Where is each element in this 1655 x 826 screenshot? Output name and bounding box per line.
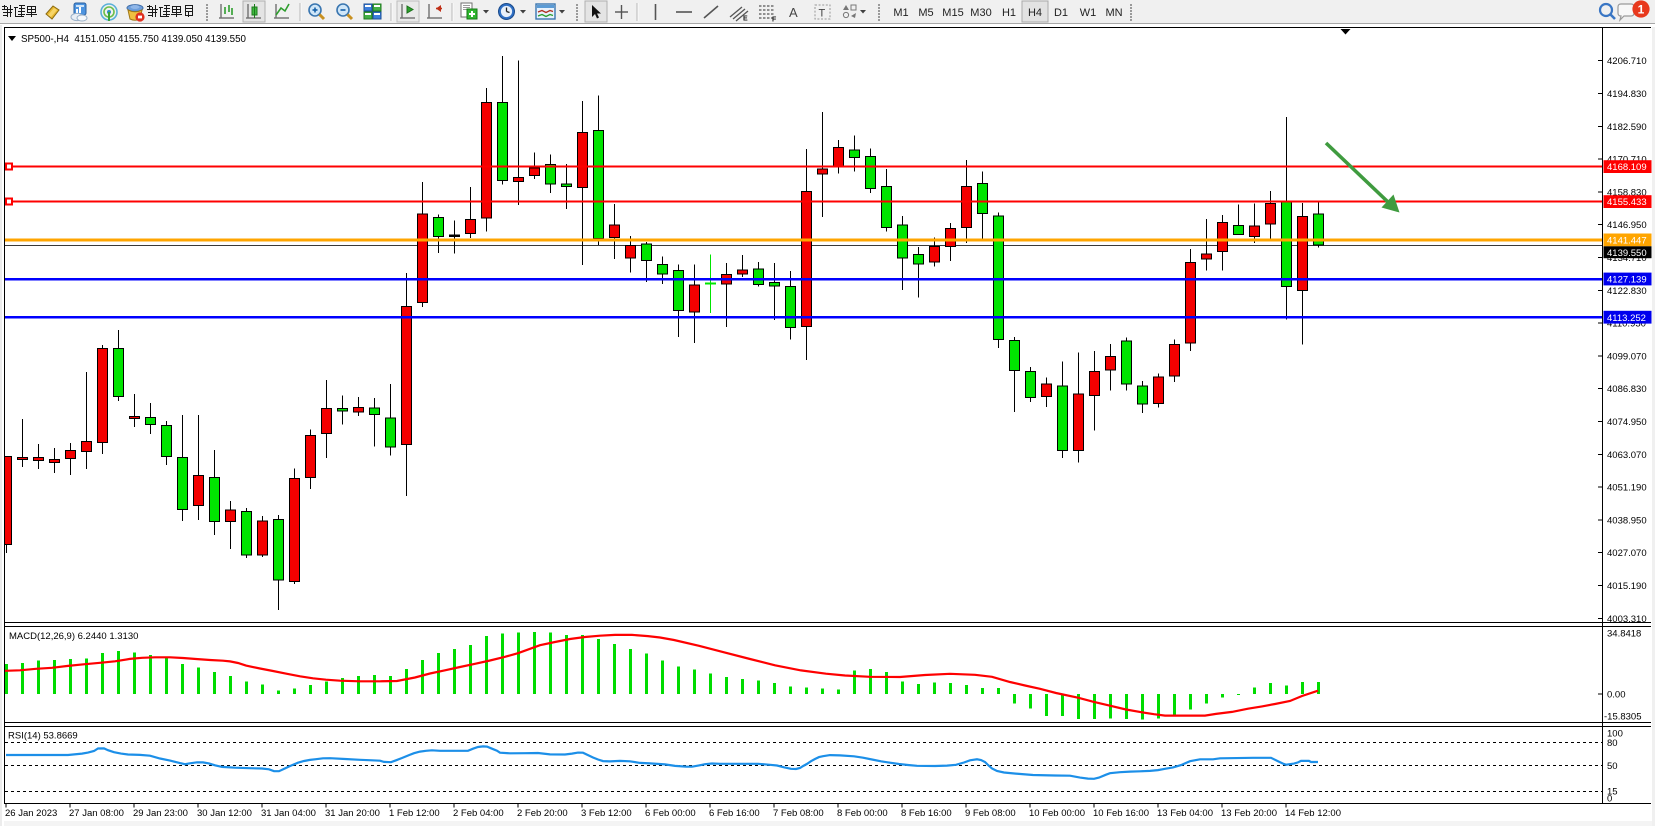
svg-text:3 Feb 12:00: 3 Feb 12:00: [581, 808, 632, 819]
svg-text:26 Jan 2023: 26 Jan 2023: [5, 808, 57, 819]
svg-text:10 Feb 00:00: 10 Feb 00:00: [1029, 808, 1085, 819]
svg-text:4027.070: 4027.070: [1607, 548, 1647, 559]
svg-text:6 Feb 00:00: 6 Feb 00:00: [645, 808, 696, 819]
svg-text:M30: M30: [970, 7, 991, 19]
svg-text:10 Feb 16:00: 10 Feb 16:00: [1093, 808, 1149, 819]
svg-text:4122.830: 4122.830: [1607, 286, 1647, 297]
svg-text:7 Feb 08:00: 7 Feb 08:00: [773, 808, 824, 819]
svg-text:D1: D1: [1054, 7, 1068, 19]
svg-text:9 Feb 08:00: 9 Feb 08:00: [965, 808, 1016, 819]
svg-text:31 Jan 04:00: 31 Jan 04:00: [261, 808, 316, 819]
svg-text:4038.950: 4038.950: [1607, 515, 1647, 526]
svg-text:8 Feb 16:00: 8 Feb 16:00: [901, 808, 952, 819]
svg-text:SP500-,H4 4151.050 4155.750 4: SP500-,H4 4151.050 4155.750 4139.050 413…: [21, 34, 247, 45]
svg-text:13 Feb 20:00: 13 Feb 20:00: [1221, 808, 1277, 819]
svg-text:2 Feb 20:00: 2 Feb 20:00: [517, 808, 568, 819]
svg-text:8 Feb 00:00: 8 Feb 00:00: [837, 808, 888, 819]
svg-text:4113.252: 4113.252: [1607, 313, 1646, 324]
svg-text:0.00: 0.00: [1607, 690, 1626, 701]
svg-text:T: T: [819, 8, 826, 20]
svg-text:4051.190: 4051.190: [1607, 483, 1647, 494]
svg-text:1 Feb 12:00: 1 Feb 12:00: [389, 808, 440, 819]
svg-text:4206.710: 4206.710: [1607, 56, 1647, 67]
svg-text:4099.070: 4099.070: [1607, 351, 1647, 362]
svg-text:-15.8305: -15.8305: [1604, 712, 1642, 723]
svg-text:4127.139: 4127.139: [1607, 275, 1647, 286]
svg-text:H1: H1: [1002, 7, 1016, 19]
svg-text:H4: H4: [1028, 7, 1042, 19]
svg-text:MACD(12,26,9) 6.2440 1.3130: MACD(12,26,9) 6.2440 1.3130: [9, 631, 138, 642]
svg-text:F: F: [772, 17, 777, 24]
svg-text:M1: M1: [893, 7, 908, 19]
svg-text:A: A: [789, 5, 798, 20]
svg-text:4074.950: 4074.950: [1607, 417, 1647, 428]
svg-text:13 Feb 04:00: 13 Feb 04:00: [1157, 808, 1213, 819]
svg-text:14 Feb 12:00: 14 Feb 12:00: [1285, 808, 1341, 819]
svg-text:80: 80: [1607, 738, 1618, 749]
svg-text:4146.950: 4146.950: [1607, 220, 1647, 231]
svg-text:4003.310: 4003.310: [1607, 614, 1647, 625]
svg-text:E: E: [743, 16, 748, 23]
svg-text:4158.830: 4158.830: [1607, 187, 1647, 198]
svg-text:RSI(14) 53.8669: RSI(14) 53.8669: [8, 731, 78, 742]
svg-text:M15: M15: [942, 7, 963, 19]
svg-text:29 Jan 23:00: 29 Jan 23:00: [133, 808, 188, 819]
svg-text:M5: M5: [918, 7, 933, 19]
svg-text:30 Jan 12:00: 30 Jan 12:00: [197, 808, 252, 819]
svg-text:27 Jan 08:00: 27 Jan 08:00: [69, 808, 124, 819]
svg-text:34.8418: 34.8418: [1607, 629, 1641, 640]
svg-text:31 Jan 20:00: 31 Jan 20:00: [325, 808, 380, 819]
svg-text:W1: W1: [1080, 7, 1097, 19]
svg-text:0: 0: [1607, 794, 1612, 805]
svg-text:15: 15: [1607, 787, 1618, 798]
svg-text:2 Feb 04:00: 2 Feb 04:00: [453, 808, 504, 819]
svg-text:100: 100: [1607, 729, 1623, 740]
svg-text:4015.190: 4015.190: [1607, 581, 1647, 592]
svg-text:4194.830: 4194.830: [1607, 89, 1647, 100]
svg-text:6 Feb 16:00: 6 Feb 16:00: [709, 808, 760, 819]
svg-text:4170.710: 4170.710: [1607, 155, 1647, 166]
svg-text:4141.447: 4141.447: [1607, 236, 1647, 247]
svg-text:4168.109: 4168.109: [1607, 162, 1647, 173]
svg-text:4110.950: 4110.950: [1607, 319, 1646, 330]
svg-text:4139.550: 4139.550: [1607, 248, 1647, 259]
svg-text:1: 1: [1638, 3, 1645, 17]
svg-text:4134.710: 4134.710: [1607, 253, 1647, 264]
svg-text:MN: MN: [1105, 7, 1122, 19]
svg-text:4086.830: 4086.830: [1607, 384, 1647, 395]
svg-text:4063.070: 4063.070: [1607, 450, 1647, 461]
svg-text:50: 50: [1607, 761, 1618, 772]
svg-text:4182.590: 4182.590: [1607, 122, 1647, 133]
svg-text:4155.433: 4155.433: [1607, 197, 1647, 208]
